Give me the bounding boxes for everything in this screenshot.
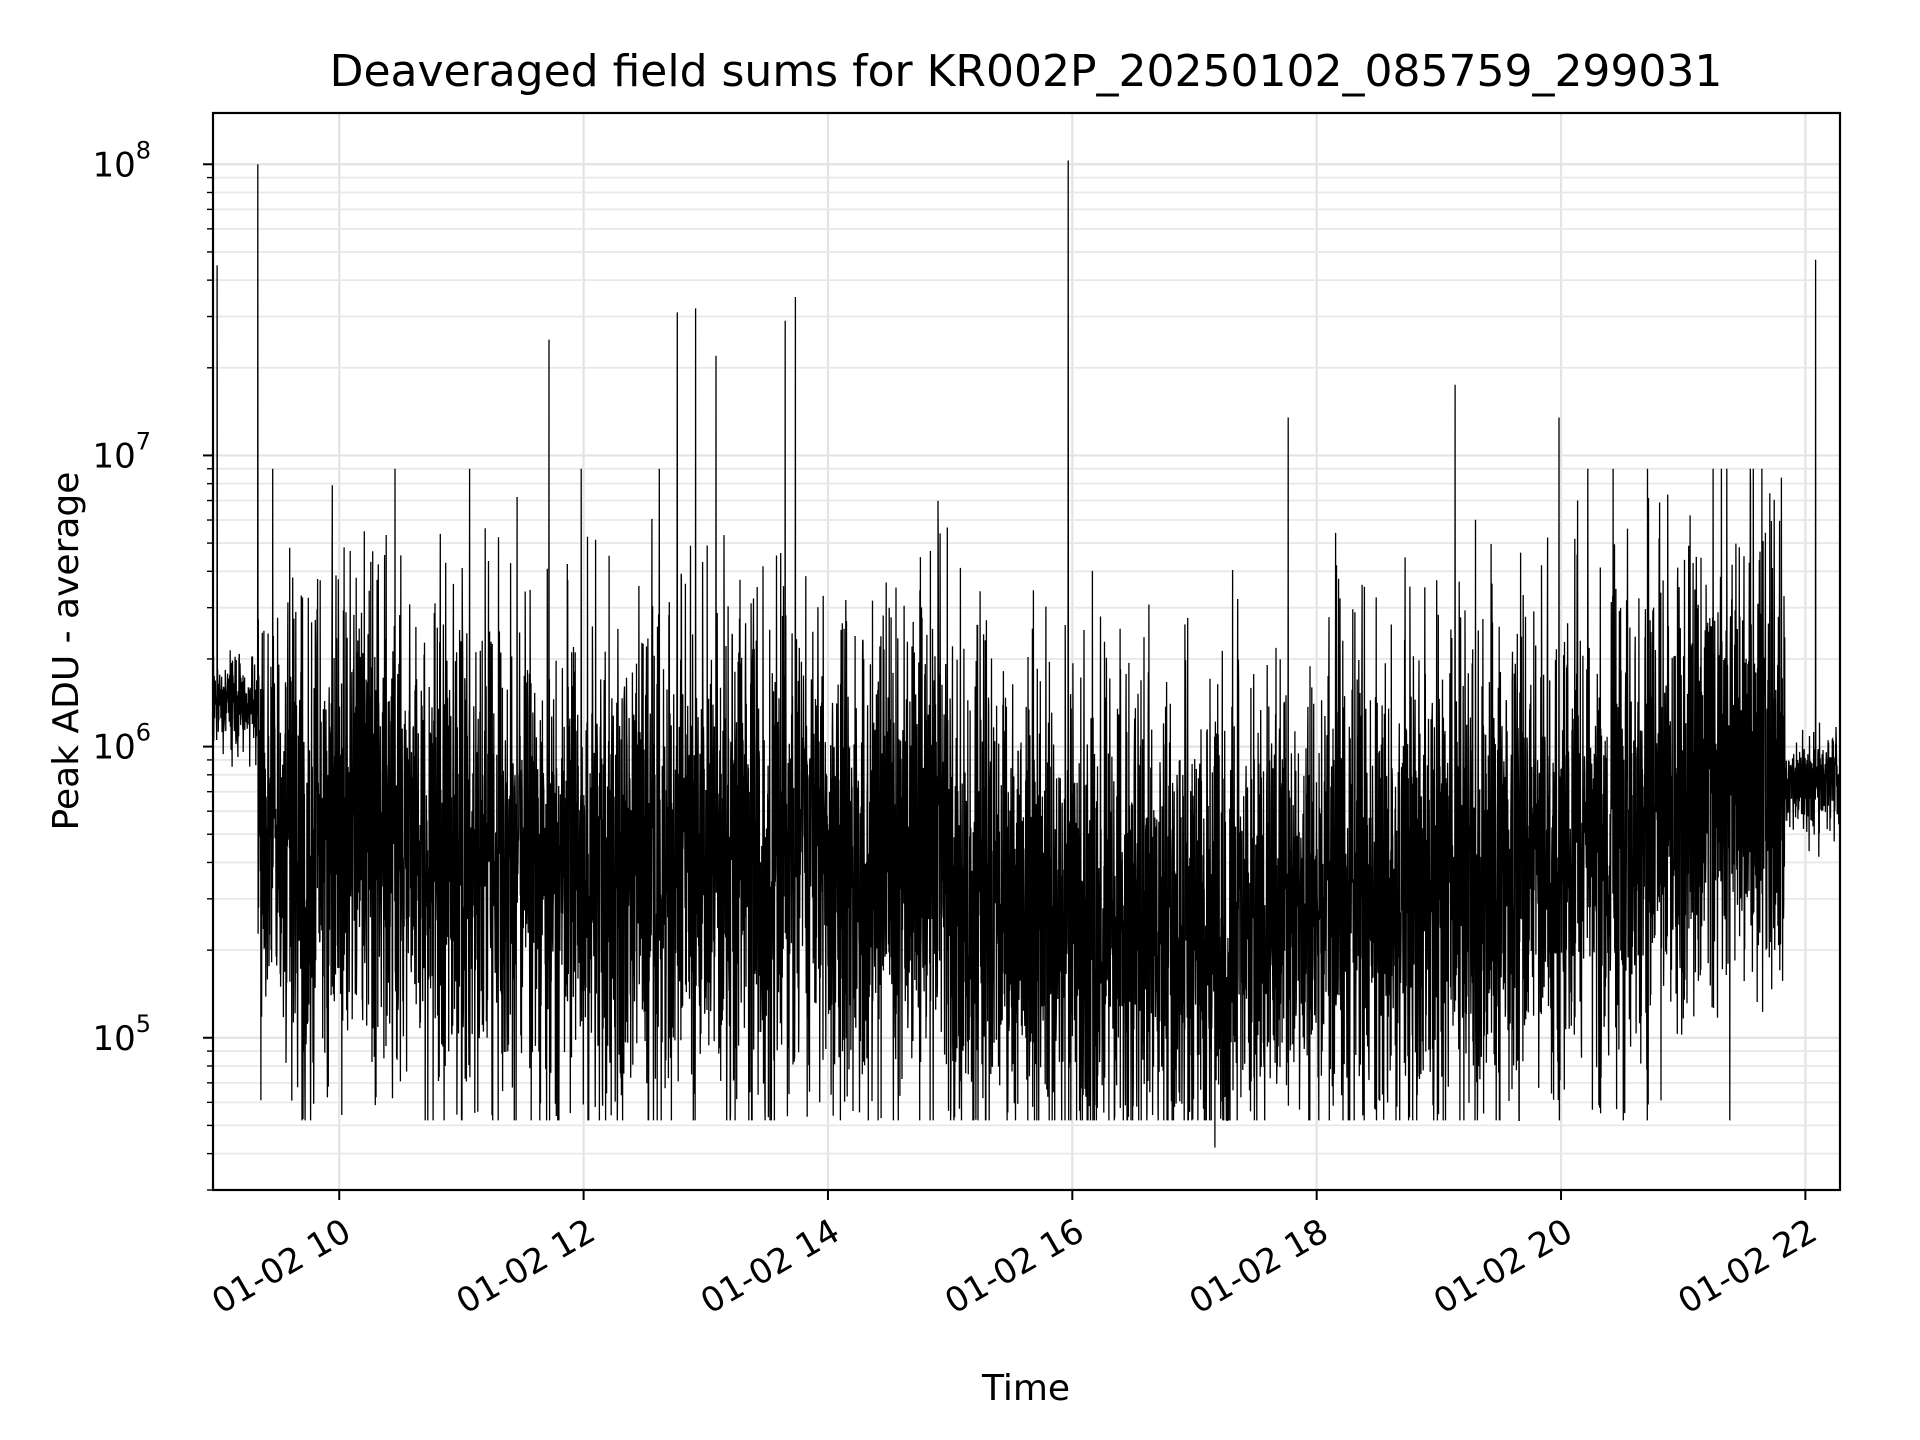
chart-title: Deaveraged field sums for KR002P_2025010…	[330, 46, 1723, 97]
x-tick-label: 01-02 18	[1183, 1211, 1335, 1322]
y-tick-label: 107	[92, 427, 151, 476]
x-axis-label: Time	[981, 1368, 1070, 1409]
y-tick-label: 106	[92, 719, 151, 768]
series-layer	[212, 160, 1841, 1148]
x-tick-label: 01-02 20	[1427, 1211, 1579, 1322]
y-tick-label: 108	[92, 136, 151, 185]
x-tick-label: 01-02 14	[694, 1211, 846, 1322]
x-tick-label: 01-02 22	[1671, 1211, 1823, 1322]
y-tick-label: 105	[92, 1010, 151, 1059]
series-line	[212, 160, 1841, 1148]
x-tick-label: 01-02 12	[450, 1211, 602, 1322]
y-axis-label: Peak ADU - average	[46, 472, 87, 831]
x-tick-label: 01-02 10	[205, 1211, 357, 1322]
plot-frame	[211, 111, 1842, 1192]
x-tick-label: 01-02 16	[938, 1211, 1090, 1322]
